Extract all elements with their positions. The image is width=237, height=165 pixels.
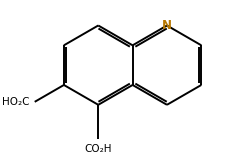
- Text: CO₂H: CO₂H: [85, 144, 112, 154]
- Text: HO₂C: HO₂C: [2, 97, 29, 107]
- Text: N: N: [162, 19, 172, 32]
